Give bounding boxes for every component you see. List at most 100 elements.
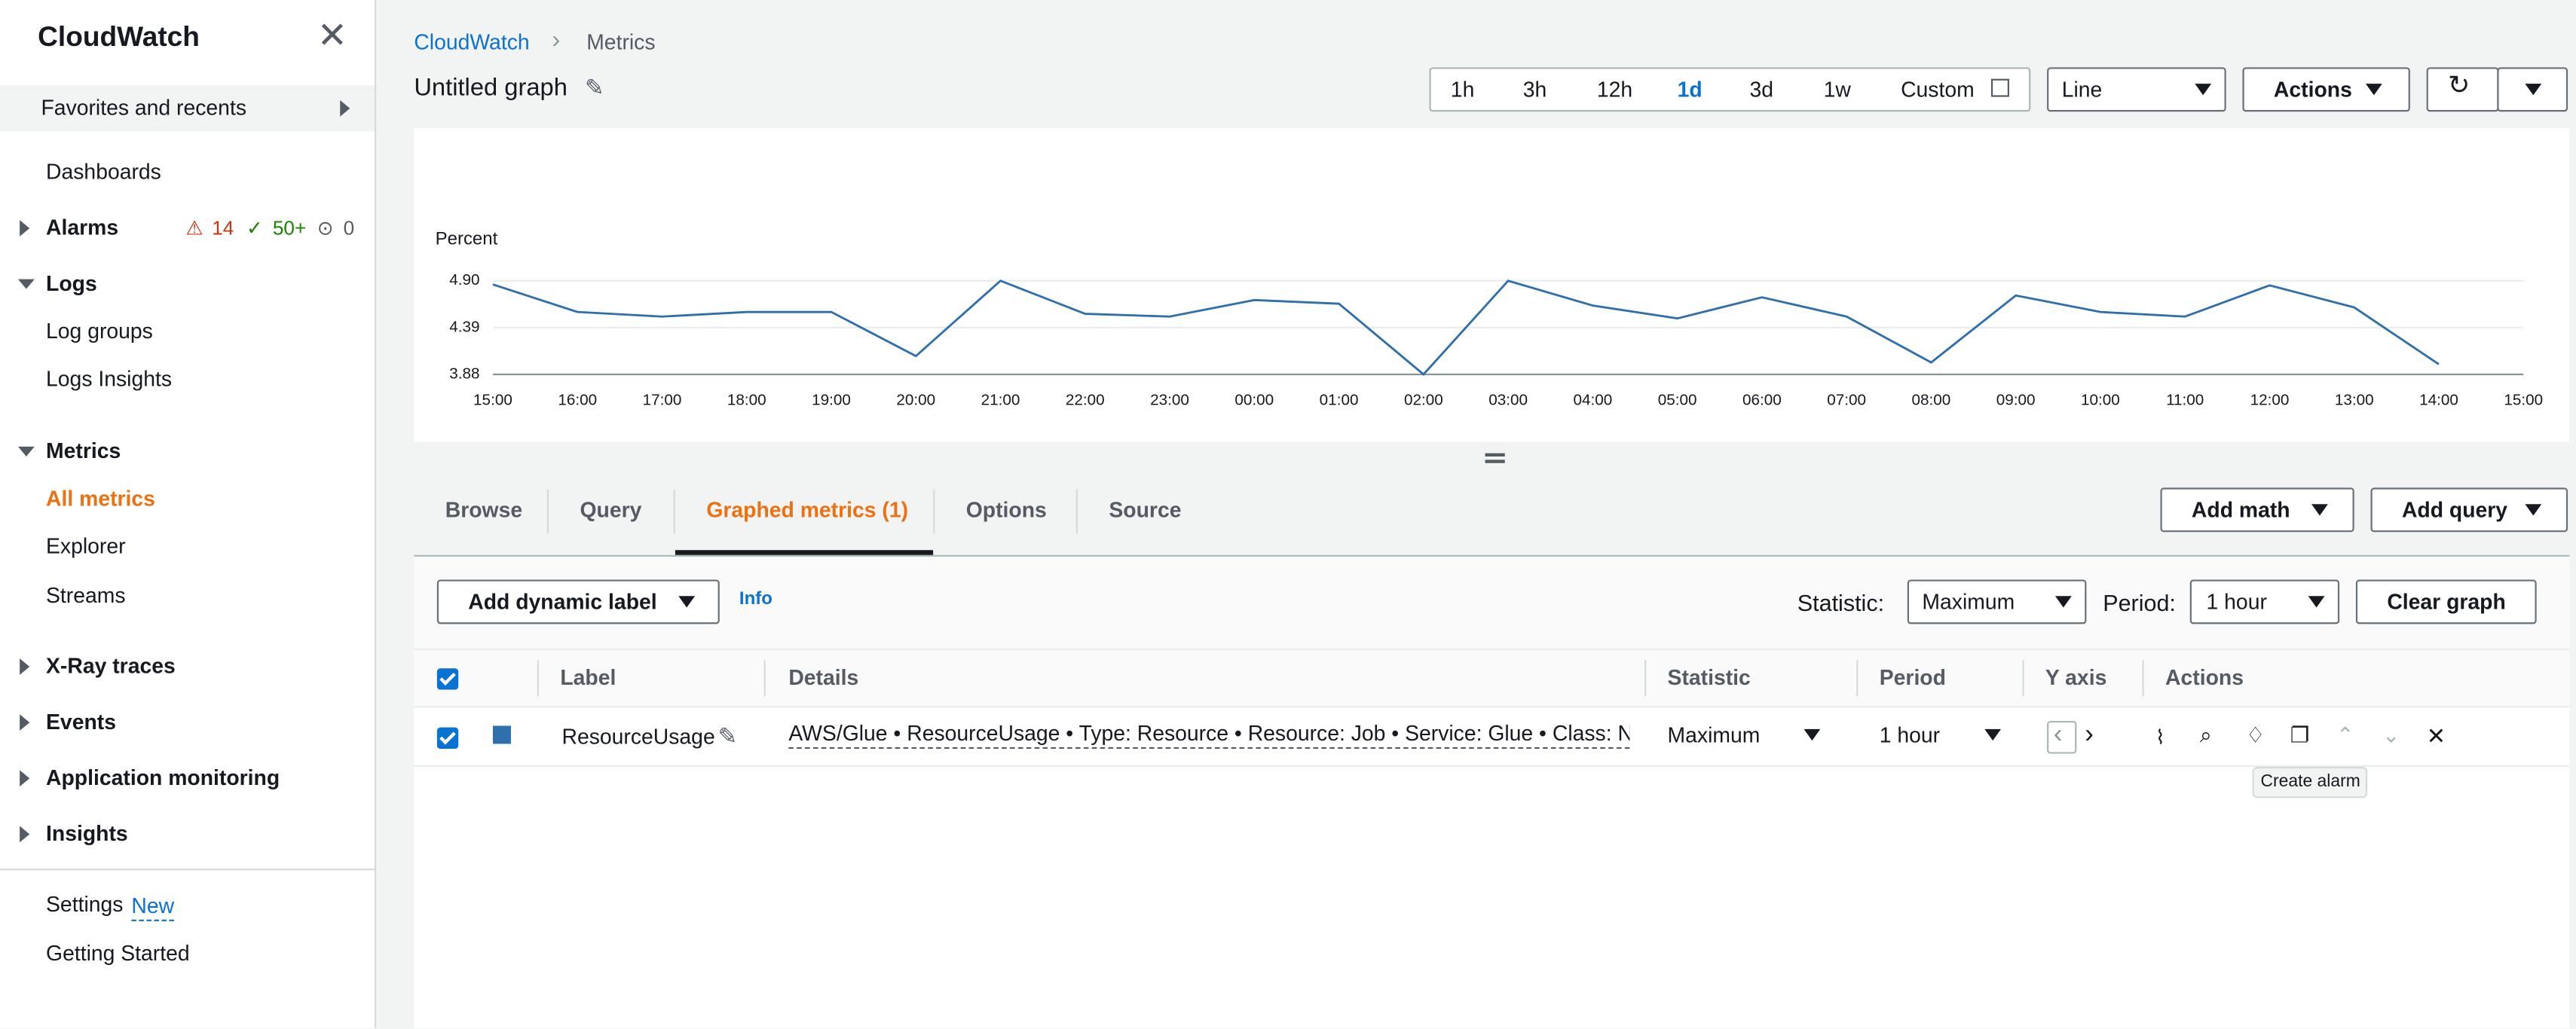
column-divider: [537, 660, 539, 697]
nav-section[interactable]: Alarms: [46, 215, 119, 240]
graph-icon[interactable]: ⌇: [2155, 725, 2165, 750]
y-tick-label: 4.39: [449, 318, 479, 335]
time-range[interactable]: 12h: [1596, 77, 1633, 102]
x-tick-label: 21:00: [981, 391, 1020, 408]
time-range[interactable]: 3h: [1522, 77, 1547, 102]
y-axis-left[interactable]: [2047, 720, 2077, 754]
statistic-label: Statistic:: [1797, 589, 1885, 616]
row-statistic[interactable]: Maximum: [1667, 722, 1761, 747]
nav-section[interactable]: Metrics: [46, 438, 121, 463]
time-range[interactable]: 1h: [1450, 77, 1475, 102]
resize-handle[interactable]: [1485, 453, 1505, 456]
time-range-selected[interactable]: 1d: [1677, 77, 1703, 102]
tab[interactable]: Query: [580, 497, 642, 523]
tab-divider: [546, 489, 549, 534]
nav-section[interactable]: Events: [46, 709, 116, 734]
tab-divider: [1075, 489, 1078, 534]
resize-handle[interactable]: [1485, 460, 1505, 463]
nav-item[interactable]: Streams: [46, 582, 126, 608]
remove-icon[interactable]: ✕: [2426, 722, 2446, 750]
edit-icon[interactable]: ✎: [585, 74, 604, 100]
x-tick-label: 07:00: [1827, 391, 1866, 408]
series-color[interactable]: [492, 725, 511, 744]
nav-item[interactable]: Dashboards: [46, 159, 161, 185]
move-up-icon[interactable]: ⌃: [2336, 722, 2354, 747]
ok-icon: ✓: [246, 216, 263, 240]
nav-item[interactable]: Explorer: [46, 533, 126, 559]
alarm-bell-icon[interactable]: ♢: [2245, 722, 2265, 747]
clear-graph-button[interactable]: [2355, 579, 2537, 624]
row-period[interactable]: 1 hour: [1879, 722, 1941, 747]
dynamic-label-button[interactable]: [436, 579, 720, 624]
tab-border: [414, 554, 2570, 557]
ok-count: 50+: [272, 216, 307, 240]
x-tick-label: 12:00: [2250, 391, 2290, 408]
duplicate-icon[interactable]: ❐: [2290, 722, 2310, 747]
x-tick-label: 09:00: [1996, 391, 2036, 408]
nav-section[interactable]: Insights: [46, 820, 128, 846]
chart: Percent 3.88 4.39 4.90 15:00 16:00 17:00 18:00…: [436, 229, 2543, 409]
favorites-row[interactable]: [0, 85, 375, 132]
x-tick-label: 01:00: [1320, 391, 1359, 408]
nav-item[interactable]: Favorites and recents: [41, 95, 247, 121]
chart-panel: Percent 3.88 4.39 4.90 15:00 16:00 17:00 18:00…: [414, 128, 2570, 442]
x-tick-label: 08:00: [1912, 391, 1951, 408]
row-checkbox[interactable]: [436, 727, 459, 750]
close-icon[interactable]: ✕: [317, 14, 347, 56]
select-value: Line: [2061, 77, 2103, 102]
search-icon[interactable]: ⌕: [2199, 722, 2212, 747]
refresh-button[interactable]: [2426, 67, 2499, 112]
tab-divider: [673, 489, 675, 534]
actions-button[interactable]: [2242, 67, 2410, 112]
y-axis-label: Percent: [436, 229, 498, 249]
x-tick-label: 05:00: [1658, 391, 1697, 408]
row-border: [414, 765, 2570, 767]
time-range[interactable]: 3d: [1749, 77, 1774, 102]
info-link[interactable]: Info: [739, 589, 772, 609]
move-down-icon[interactable]: ⌄: [2382, 722, 2400, 747]
x-tick-label: 13:00: [2335, 391, 2374, 408]
x-tick-label: 00:00: [1234, 391, 1274, 408]
nav-section[interactable]: X-Ray traces: [46, 653, 176, 679]
tab[interactable]: Source: [1109, 497, 1182, 523]
y-tick-label: 4.90: [449, 271, 479, 289]
time-range[interactable]: Custom: [1901, 77, 1975, 102]
period-label: Period:: [2103, 589, 2176, 616]
x-tick-label: 10:00: [2081, 391, 2120, 408]
y-axis-right[interactable]: ›: [2085, 720, 2094, 750]
tab[interactable]: Options: [965, 497, 1047, 523]
insufficient-count: 0: [343, 216, 355, 240]
tab-active[interactable]: Graphed metrics (1): [706, 497, 909, 523]
collapse-icon: [17, 279, 35, 289]
time-range[interactable]: 1w: [1823, 77, 1851, 102]
nav-item[interactable]: Getting Started: [46, 941, 190, 966]
nav-item-active[interactable]: All metrics: [46, 486, 155, 511]
select-all-checkbox[interactable]: [436, 668, 459, 690]
nav-section[interactable]: Application monitoring: [46, 765, 280, 790]
alarm-count: 14: [212, 216, 234, 240]
metric-details[interactable]: AWS/Glue • ResourceUsage • Type: Resourc…: [788, 721, 1630, 750]
button-label: Add query: [2401, 497, 2508, 523]
nav-item[interactable]: Settings: [46, 891, 124, 917]
x-tick-label: 02:00: [1404, 391, 1443, 408]
collapse-icon: [17, 446, 35, 456]
x-tick-label: 16:00: [558, 391, 597, 408]
nav-section[interactable]: Logs: [46, 270, 97, 296]
graph-title: Untitled graph: [414, 74, 568, 102]
divider: [0, 869, 375, 871]
expand-icon: [20, 714, 30, 731]
tab[interactable]: Browse: [445, 497, 523, 523]
period-select[interactable]: [2189, 579, 2340, 624]
new-badge: New: [131, 893, 175, 921]
column-header: Actions: [2165, 664, 2244, 690]
tooltip: [2252, 766, 2368, 798]
edit-icon[interactable]: ✎: [717, 722, 738, 750]
tooltip-text: Create alarm: [2260, 771, 2360, 792]
caret: [1984, 728, 2002, 741]
expand-icon: [20, 770, 30, 787]
breadcrumb-link[interactable]: CloudWatch: [414, 29, 530, 54]
nav-item[interactable]: Logs Insights: [46, 366, 173, 391]
caret: [2054, 596, 2072, 608]
nav-item[interactable]: Log groups: [46, 318, 153, 344]
